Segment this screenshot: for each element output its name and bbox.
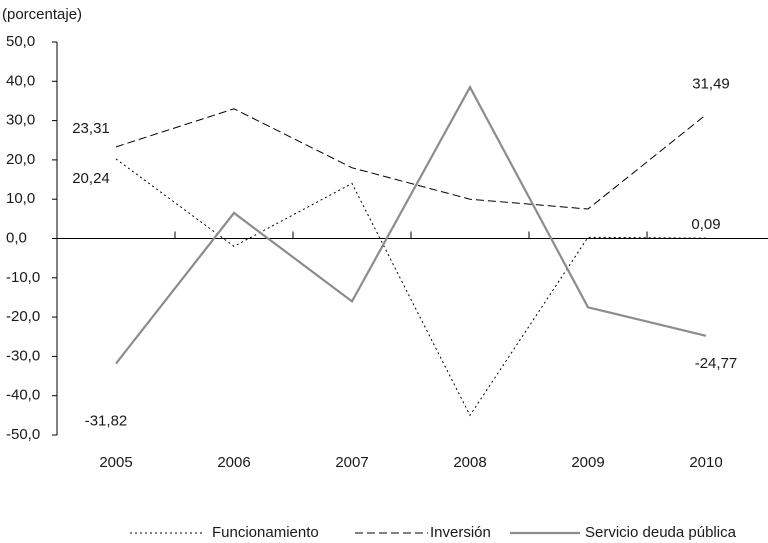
data-label: -24,77 bbox=[695, 355, 738, 372]
x-tick-label: 2008 bbox=[453, 454, 486, 471]
x-tick-label: 2010 bbox=[689, 454, 722, 471]
series-line bbox=[115, 84, 707, 365]
y-tick-label: 40,0 bbox=[6, 72, 35, 89]
y-tick-label: 30,0 bbox=[6, 112, 35, 129]
y-tick-label: -50,0 bbox=[6, 426, 40, 443]
y-tick-label: -10,0 bbox=[6, 269, 40, 286]
y-axis-label: (porcentaje) bbox=[2, 6, 82, 23]
y-tick-label: -20,0 bbox=[6, 308, 40, 325]
y-tick-label: -40,0 bbox=[6, 387, 40, 404]
series-line bbox=[115, 108, 707, 210]
legend-label: Servicio deuda pública bbox=[585, 524, 737, 541]
y-tick-label: 20,0 bbox=[6, 151, 35, 168]
y-tick-label: 0,0 bbox=[6, 229, 27, 246]
x-tick-label: 2007 bbox=[335, 454, 368, 471]
data-label: 20,24 bbox=[72, 170, 110, 187]
series-line bbox=[115, 158, 707, 417]
data-label: 23,31 bbox=[72, 120, 110, 137]
y-tick-label: -30,0 bbox=[6, 347, 40, 364]
data-label: 0,09 bbox=[691, 216, 720, 233]
legend-label: Inversión bbox=[430, 524, 491, 541]
x-tick-label: 2009 bbox=[571, 454, 604, 471]
y-tick-label: 10,0 bbox=[6, 190, 35, 207]
x-tick-label: 2005 bbox=[99, 454, 132, 471]
x-tick-label: 2006 bbox=[217, 454, 250, 471]
y-tick-label: 50,0 bbox=[6, 33, 35, 50]
legend-label: Funcionamiento bbox=[212, 524, 319, 541]
data-label: 31,49 bbox=[692, 76, 730, 93]
data-label: -31,82 bbox=[85, 413, 128, 430]
